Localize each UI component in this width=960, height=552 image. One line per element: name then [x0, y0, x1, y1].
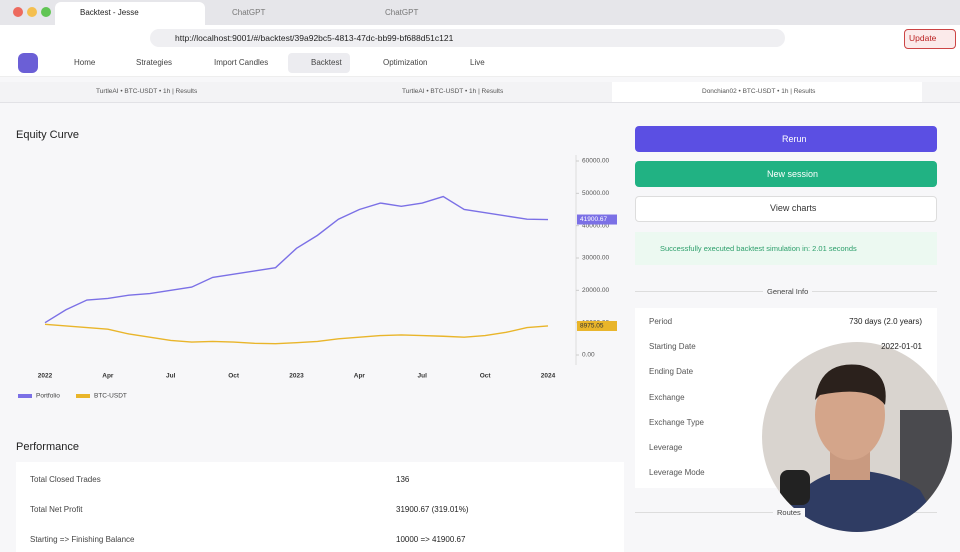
x-tick-label: Apr — [102, 373, 114, 380]
info-value: 2022-01-01 — [881, 342, 922, 352]
active-tab[interactable] — [55, 2, 205, 25]
nav-item[interactable]: Backtest — [311, 58, 342, 67]
legend-swatch — [76, 394, 90, 398]
browser-tab[interactable]: Backtest - Jesse — [80, 8, 139, 17]
session-tab[interactable]: TurtleAI • BTC-USDT • 1h | Results — [96, 88, 198, 95]
x-tick-label: Oct — [480, 373, 492, 380]
perf-label: Total Closed Trades — [30, 475, 101, 484]
nav-item[interactable]: Optimization — [383, 58, 428, 67]
info-label: Exchange Type — [649, 417, 705, 427]
update-button[interactable] — [904, 29, 956, 49]
info-label: Period — [649, 317, 673, 326]
button-label[interactable]: View charts — [770, 203, 817, 213]
info-label: Ending Date — [649, 367, 694, 377]
url[interactable]: http://localhost:9001/#/backtest/39a92bc… — [175, 33, 454, 43]
x-tick-label: Jul — [418, 373, 428, 380]
info-label: Exchange — [649, 392, 685, 402]
new-session-button[interactable] — [635, 161, 937, 187]
x-tick-label: Jul — [166, 373, 176, 380]
perf-value: 136 — [396, 475, 410, 484]
end-label: 8975.05 — [580, 323, 604, 330]
end-badge — [577, 214, 617, 225]
x-tick-label: 2023 — [289, 373, 304, 380]
alert-text: Successfully executed backtest simulatio… — [660, 244, 857, 253]
info-label: Leverage — [649, 443, 683, 452]
y-tick-label: 0.00 — [582, 352, 595, 359]
min-dot[interactable] — [27, 7, 37, 17]
alert — [635, 232, 937, 265]
end-label: 41900.67 — [580, 216, 607, 223]
info-label: Starting Date — [649, 342, 696, 352]
address-bar[interactable] — [150, 29, 785, 47]
legend-label: Portfolio — [36, 393, 60, 400]
nav-item[interactable]: Import Candles — [214, 58, 269, 67]
session-tab[interactable]: TurtleAI • BTC-USDT • 1h | Results — [402, 88, 504, 95]
legend-swatch — [18, 394, 32, 398]
session-tab[interactable]: Donchian02 • BTC-USDT • 1h | Results — [702, 88, 816, 95]
y-tick-label: 50000.00 — [582, 190, 609, 197]
nav-item[interactable]: Strategies — [136, 58, 173, 67]
x-tick-label: 2022 — [38, 373, 53, 380]
performance-panel — [16, 462, 624, 552]
nav-item[interactable]: Live — [470, 58, 485, 67]
y-tick-label: 40000.00 — [582, 222, 609, 229]
info-label: Leverage Mode — [649, 468, 705, 478]
update-label[interactable]: Update — [909, 33, 937, 43]
perf-value: 31900.67 (319.01%) — [396, 505, 469, 514]
x-tick-label: Oct — [228, 373, 240, 380]
x-tick-label: 2024 — [541, 373, 556, 380]
section-title: Performance — [16, 441, 79, 453]
legend-label: BTC-USDT — [94, 393, 127, 400]
browser-tab[interactable]: ChatGPT — [385, 8, 419, 17]
close-dot[interactable] — [13, 7, 23, 17]
nav-active — [288, 53, 350, 73]
y-tick-label: 30000.00 — [582, 255, 609, 262]
button-label[interactable]: Rerun — [782, 134, 807, 144]
view-charts-button[interactable] — [635, 196, 937, 222]
end-badge — [577, 320, 617, 331]
max-dot[interactable] — [41, 7, 51, 17]
session-active[interactable] — [612, 82, 922, 102]
app-nav — [0, 50, 960, 77]
nav-item[interactable]: Home — [74, 58, 96, 67]
section-title: Equity Curve — [16, 129, 79, 141]
webcam — [762, 342, 952, 532]
series-line — [44, 195, 549, 324]
x-tick-label: Apr — [354, 373, 366, 380]
button-label[interactable]: New session — [767, 169, 819, 179]
section-title: General Info — [763, 287, 813, 296]
section-title: Routes — [773, 508, 805, 517]
browser-tab[interactable]: ChatGPT — [232, 8, 266, 17]
perf-label: Total Net Profit — [30, 505, 83, 514]
info-value: 730 days (2.0 years) — [849, 317, 922, 326]
series-line — [44, 323, 549, 345]
y-tick-label: 60000.00 — [582, 158, 609, 165]
rerun-button[interactable] — [635, 126, 937, 152]
equity-chart: 0.0010000.0020000.0030000.0040000.005000… — [18, 155, 617, 400]
logo[interactable] — [18, 53, 38, 73]
y-tick-label: 20000.00 — [582, 287, 609, 294]
